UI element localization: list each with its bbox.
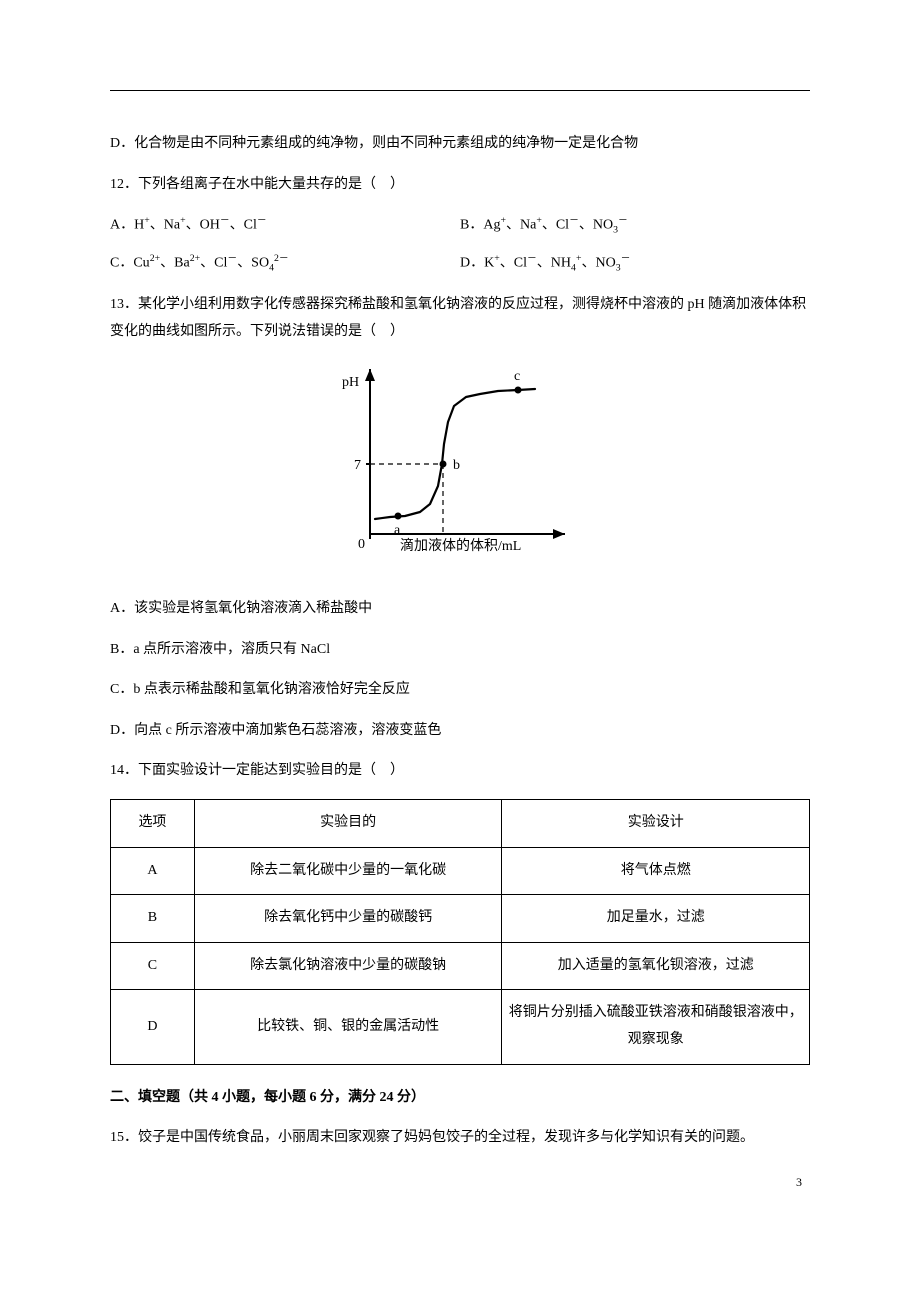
svg-text:c: c xyxy=(514,369,520,384)
ion-sup: 2+ xyxy=(190,253,200,264)
ion-text: 、Cl xyxy=(230,218,257,233)
table-row: C除去氯化钠溶液中少量的碳酸钠加入适量的氢氧化钡溶液，过滤 xyxy=(111,942,810,990)
ion-text: 、Cl xyxy=(500,256,527,271)
th-design: 实验设计 xyxy=(502,800,810,848)
cell-purpose: 比较铁、铜、银的金属活动性 xyxy=(194,990,502,1064)
q13-option-a: A．该实验是将氢氧化钠溶液滴入稀盐酸中 xyxy=(110,596,810,623)
q13-chart: pH 7 0 滴加液体的体积/mLa b c xyxy=(110,364,810,575)
ion-sub: 4 xyxy=(269,263,274,274)
ion-text: 、Ba xyxy=(160,256,190,271)
header-rule xyxy=(110,90,810,91)
section2-heading: 二、填空题（共 4 小题，每小题 6 分，满分 24 分） xyxy=(110,1085,810,1112)
cell-purpose: 除去氯化钠溶液中少量的碳酸钠 xyxy=(194,942,502,990)
q12-option-b: B．Ag+、Na+、Cl－、NO3－ xyxy=(460,212,810,240)
q11-option-d: D．化合物是由不同种元素组成的纯净物，则由不同种元素组成的纯净物一定是化合物 xyxy=(110,131,810,158)
ion-text: D．K xyxy=(460,256,494,271)
ion-sup: － xyxy=(220,215,230,226)
cell-design: 将铜片分别插入硫酸亚铁溶液和硝酸银溶液中，观察现象 xyxy=(502,990,810,1064)
q13-option-b: B．a 点所示溶液中，溶质只有 NaCl xyxy=(110,637,810,664)
cell-purpose: 除去二氧化碳中少量的一氧化碳 xyxy=(194,847,502,895)
ion-sup: 2－ xyxy=(274,253,289,264)
ion-text: 、Na xyxy=(506,218,536,233)
ion-text: C．Cu xyxy=(110,256,150,271)
ion-sup: 2+ xyxy=(150,253,160,264)
q13-option-d: D．向点 c 所示溶液中滴加紫色石蕊溶液，溶液变蓝色 xyxy=(110,718,810,745)
table-row: B除去氧化钙中少量的碳酸钙加足量水，过滤 xyxy=(111,895,810,943)
q15-stem: 15．饺子是中国传统食品，小丽周末回家观察了妈妈包饺子的全过程，发现许多与化学知… xyxy=(110,1125,810,1152)
page-number: 3 xyxy=(796,1171,802,1194)
table-header-row: 选项 实验目的 实验设计 xyxy=(111,800,810,848)
q12-option-c: C．Cu2+、Ba2+、Cl－、SO42－ xyxy=(110,250,460,278)
q12-option-a: A．H+、Na+、OH－、Cl－ xyxy=(110,212,460,240)
cell-design: 将气体点燃 xyxy=(502,847,810,895)
cell-option: A xyxy=(111,847,195,895)
cell-option: C xyxy=(111,942,195,990)
q13-stem: 13．某化学小组利用数字化传感器探究稀盐酸和氢氧化钠溶液的反应过程，测得烧杯中溶… xyxy=(110,292,810,345)
svg-text:滴加液体的体积/mL: 滴加液体的体积/mL xyxy=(400,537,521,554)
ion-text: 、NO xyxy=(581,256,615,271)
th-option: 选项 xyxy=(111,800,195,848)
cell-option: B xyxy=(111,895,195,943)
q14-stem: 14．下面实验设计一定能达到实验目的是（ ） xyxy=(110,758,810,785)
cell-option: D xyxy=(111,990,195,1064)
ion-sub: 3 xyxy=(613,225,618,236)
ion-text: 、NH xyxy=(537,256,571,271)
svg-text:a: a xyxy=(394,523,401,538)
svg-text:0: 0 xyxy=(358,537,365,552)
ion-text: 、OH xyxy=(186,218,220,233)
ion-text: B．Ag xyxy=(460,218,500,233)
ion-sup: － xyxy=(569,215,579,226)
ion-text: 、NO xyxy=(579,218,613,233)
ion-sup: － xyxy=(257,215,267,226)
cell-purpose: 除去氧化钙中少量的碳酸钙 xyxy=(194,895,502,943)
q12-stem: 12．下列各组离子在水中能大量共存的是（ ） xyxy=(110,172,810,199)
svg-text:b: b xyxy=(453,458,460,473)
ion-sup: － xyxy=(621,253,631,264)
ion-sup: － xyxy=(227,253,237,264)
ion-text: 、Cl xyxy=(542,218,569,233)
cell-design: 加足量水，过滤 xyxy=(502,895,810,943)
cell-design: 加入适量的氢氧化钡溶液，过滤 xyxy=(502,942,810,990)
table-row: D比较铁、铜、银的金属活动性将铜片分别插入硫酸亚铁溶液和硝酸银溶液中，观察现象 xyxy=(111,990,810,1064)
ion-sub: 4 xyxy=(571,263,576,274)
q12-option-d: D．K+、Cl－、NH4+、NO3－ xyxy=(460,250,810,278)
table-row: A除去二氧化碳中少量的一氧化碳将气体点燃 xyxy=(111,847,810,895)
ion-text: 、Cl xyxy=(200,256,227,271)
ion-text: A．H xyxy=(110,218,144,233)
ion-sup: － xyxy=(618,215,628,226)
ion-sub: 3 xyxy=(616,263,621,274)
q14-table: 选项 实验目的 实验设计 A除去二氧化碳中少量的一氧化碳将气体点燃B除去氧化钙中… xyxy=(110,799,810,1065)
th-purpose: 实验目的 xyxy=(194,800,502,848)
svg-text:pH: pH xyxy=(342,375,359,390)
ion-text: 、Na xyxy=(150,218,180,233)
ion-sup: － xyxy=(527,253,537,264)
svg-text:7: 7 xyxy=(354,458,361,473)
ion-text: 、SO xyxy=(237,256,269,271)
q13-option-c: C．b 点表示稀盐酸和氢氧化钠溶液恰好完全反应 xyxy=(110,677,810,704)
